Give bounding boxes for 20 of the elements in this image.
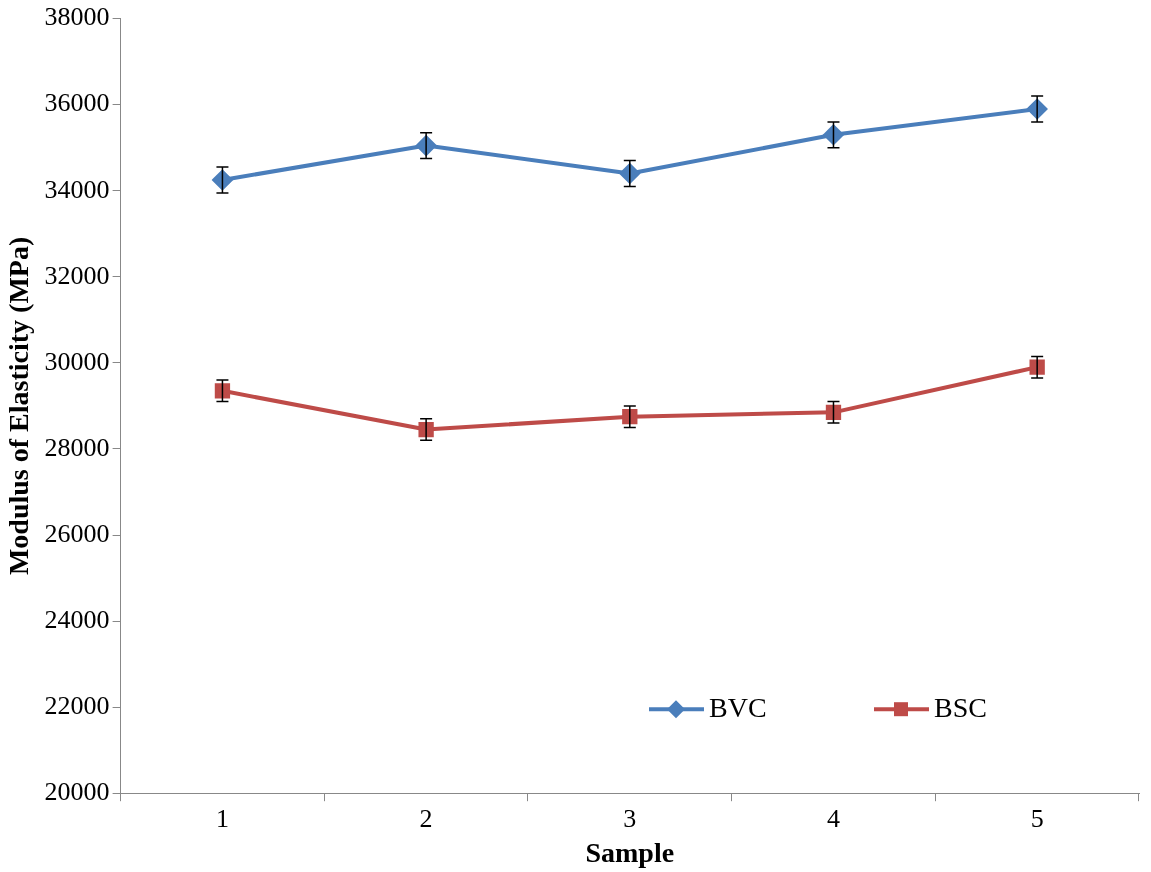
- y-tick-label: 34000: [44, 174, 110, 204]
- y-tick-label: 20000: [44, 777, 110, 807]
- x-tick-label: 4: [826, 803, 840, 833]
- y-axis-title: Modulus of Elasticity (MPa): [3, 236, 35, 576]
- x-tick-label: 5: [1030, 803, 1044, 833]
- y-tick-label: 22000: [44, 690, 110, 720]
- x-tick-label: 1: [215, 803, 229, 833]
- y-tick-label: 36000: [44, 88, 110, 118]
- y-tick-label: 38000: [44, 2, 110, 32]
- y-tick-label: 32000: [44, 260, 110, 290]
- x-tick-label: 2: [419, 803, 433, 833]
- y-tick-label: 26000: [44, 518, 110, 548]
- point: [214, 383, 231, 399]
- legend-label: BVC: [709, 691, 767, 723]
- legend-label: BSC: [934, 691, 987, 723]
- y-tick-label: 24000: [44, 604, 110, 634]
- y-tick-label: 28000: [44, 432, 110, 462]
- x-tick-label: 3: [623, 803, 637, 833]
- x-axis-title: Sample: [585, 837, 675, 869]
- y-tick-label: 30000: [44, 346, 110, 376]
